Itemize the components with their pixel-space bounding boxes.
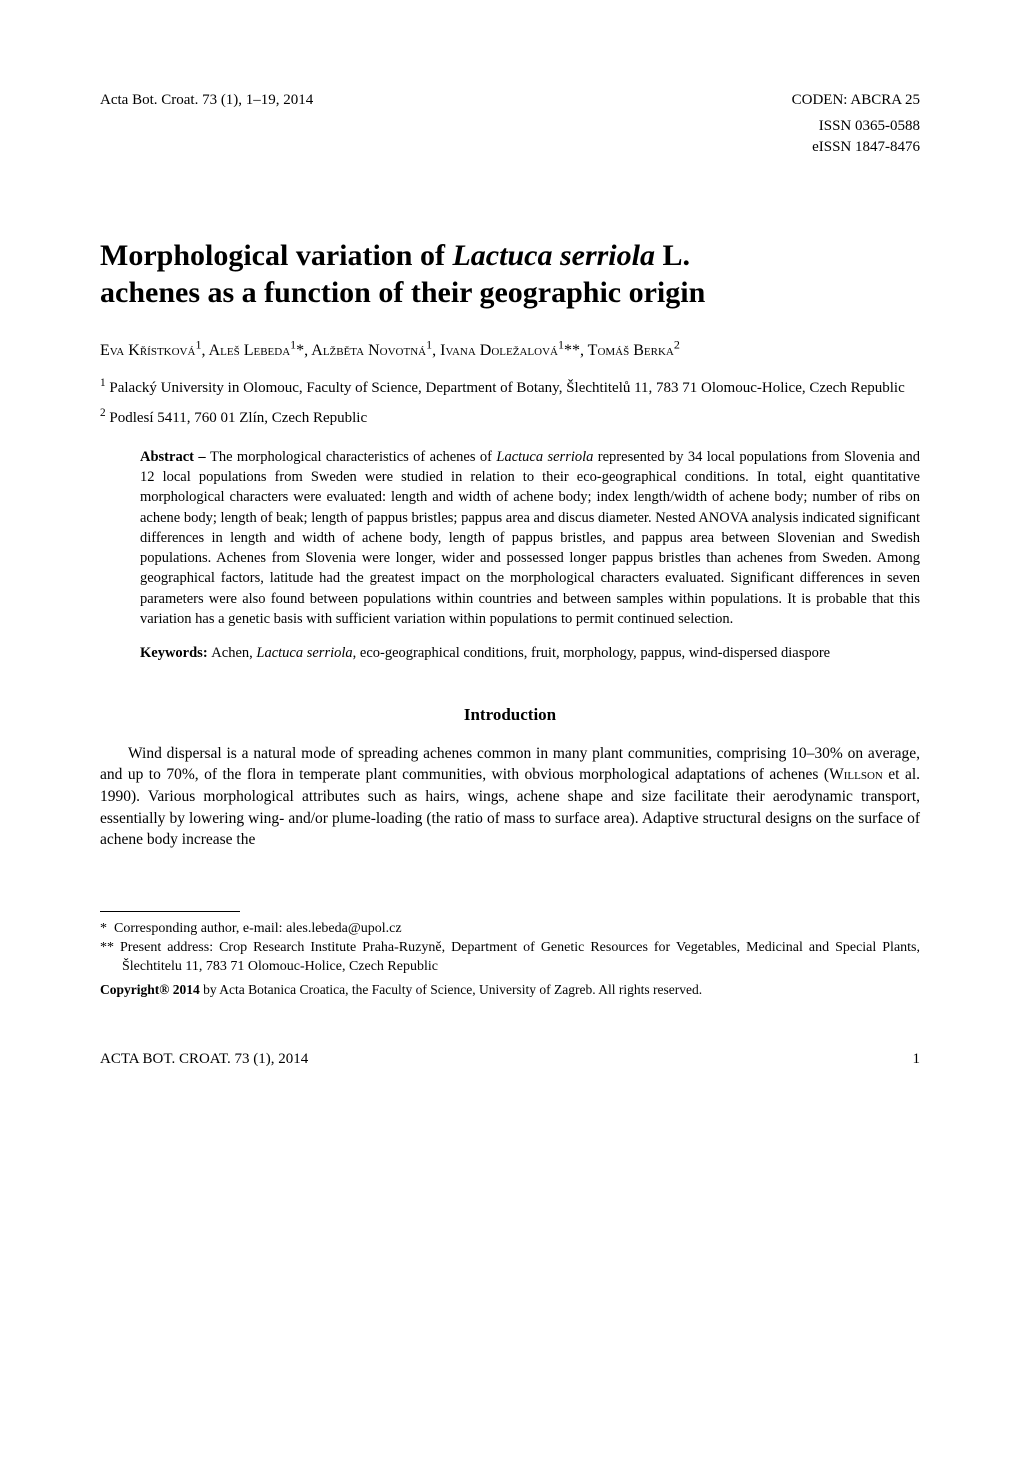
page-number: 1 [913,1049,921,1069]
keywords: Keywords: Achen, Lactuca serriola, eco-g… [140,643,920,663]
footnote-2-text: Present address: Crop Research Institute… [120,940,920,974]
title-line-1: Morphological variation of Lactuca serri… [100,239,690,272]
copyright-notice: Copyright® 2014 by Acta Botanica Croatic… [100,981,920,999]
eissn: eISSN 1847-8476 [100,137,920,157]
affiliation-1-text: Palacký University in Olomouc, Faculty o… [109,380,904,396]
abstract-text: The morphological characteristics of ach… [140,449,920,627]
copyright-rest: by Acta Botanica Croatica, the Faculty o… [200,982,702,997]
title-line-2: achenes as a function of their geographi… [100,276,705,309]
footer-left: ACTA BOT. CROAT. 73 (1), 2014 [100,1049,308,1069]
article-title: Morphological variation of Lactuca serri… [100,237,920,312]
running-header: Acta Bot. Croat. 73 (1), 1–19, 2014 CODE… [100,90,920,110]
footnote-1-text: Corresponding author, e-mail: ales.lebed… [114,921,402,936]
footnote-corresponding-author: * Corresponding author, e-mail: ales.leb… [100,920,920,939]
journal-citation: Acta Bot. Croat. 73 (1), 1–19, 2014 [100,90,313,110]
coden: CODEN: ABCRA 25 [792,90,920,110]
intro-paragraph-1: Wind dispersal is a natural mode of spre… [100,743,920,851]
section-heading-introduction: Introduction [100,704,920,727]
author-list: Eva Křístková1, Aleš Lebeda1*, Alžběta N… [100,340,920,362]
keywords-text: Achen, Lactuca serriola, eco-geographica… [211,645,830,661]
issn: ISSN 0365-0588 [100,116,920,136]
issn-block: ISSN 0365-0588 eISSN 1847-8476 [100,116,920,157]
footnote-present-address: ** Present address: Crop Research Instit… [100,939,920,977]
abstract-label: Abstract – [140,449,210,465]
affiliation-2-text: Podlesí 5411, 760 01 Zlín, Czech Republi… [109,410,367,426]
affiliation-1: 1 Palacký University in Olomouc, Faculty… [100,378,920,398]
running-footer: ACTA BOT. CROAT. 73 (1), 2014 1 [100,1049,920,1069]
keywords-label: Keywords: [140,645,211,661]
affiliation-2: 2 Podlesí 5411, 760 01 Zlín, Czech Repub… [100,408,920,428]
footnote-divider [100,911,240,912]
abstract: Abstract – The morphological characteris… [140,447,920,630]
copyright-bold: Copyright® 2014 [100,982,200,997]
